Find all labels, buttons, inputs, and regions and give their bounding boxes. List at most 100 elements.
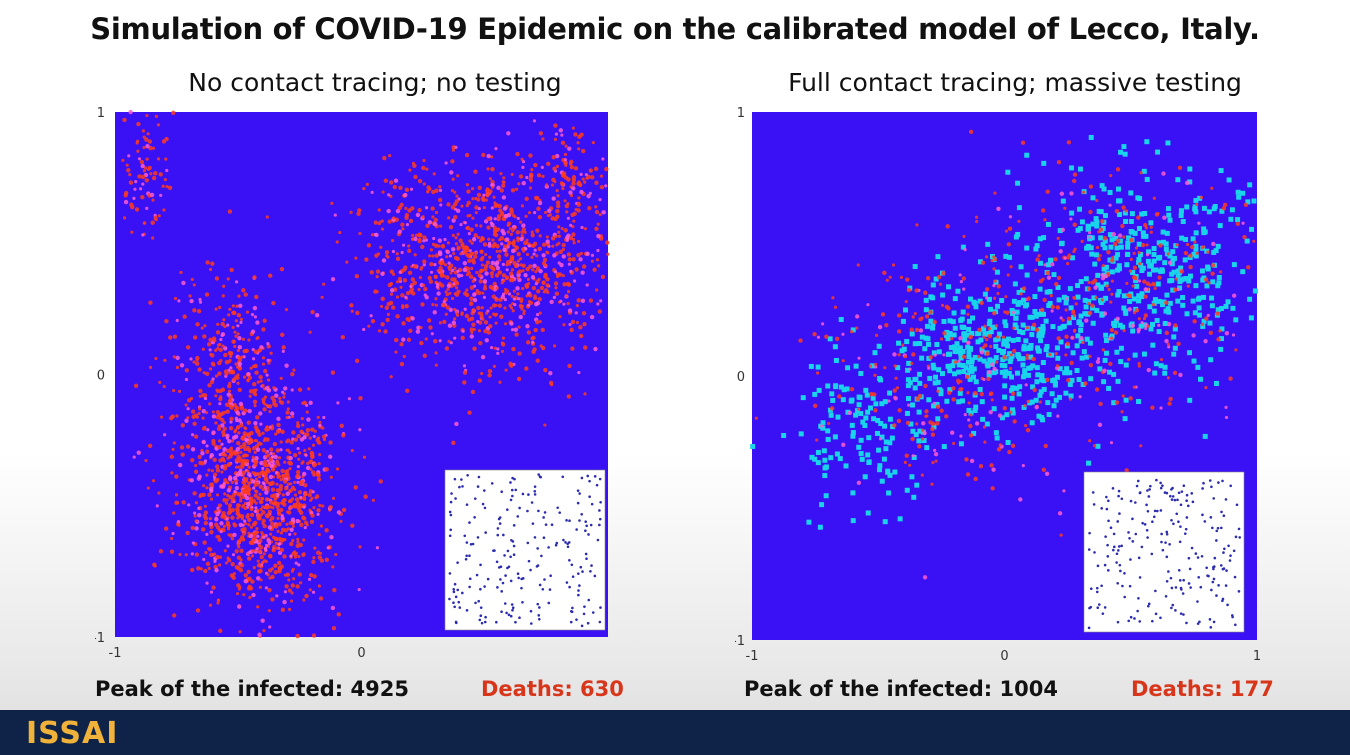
data-point	[990, 398, 994, 402]
data-point	[494, 227, 500, 233]
data-point	[151, 175, 157, 181]
inset-point	[449, 500, 453, 504]
inset-point	[1165, 530, 1169, 534]
data-point	[865, 510, 871, 516]
data-point	[298, 482, 303, 487]
data-point	[1175, 298, 1181, 304]
data-point	[407, 244, 411, 248]
data-point	[172, 441, 176, 445]
data-point	[296, 464, 300, 469]
data-point	[1020, 356, 1026, 362]
data-point	[283, 590, 288, 594]
data-point	[994, 324, 998, 328]
data-point	[499, 212, 505, 217]
data-point	[247, 523, 251, 527]
inset-point	[475, 573, 479, 577]
data-point	[1162, 260, 1168, 266]
data-point	[442, 300, 446, 304]
inset-point	[591, 611, 595, 614]
data-point	[262, 523, 267, 529]
data-point	[571, 175, 577, 180]
data-point	[212, 457, 217, 462]
data-point	[493, 203, 498, 209]
data-point	[253, 493, 258, 498]
data-point	[410, 237, 415, 241]
data-point	[979, 350, 985, 355]
data-point	[255, 547, 259, 551]
data-point	[516, 276, 520, 280]
data-point	[912, 263, 918, 269]
inset-point	[1129, 499, 1133, 503]
data-point	[161, 184, 165, 188]
data-point	[1041, 386, 1047, 392]
data-point	[872, 350, 878, 356]
inset-point	[580, 512, 583, 516]
inset-point	[507, 613, 511, 617]
data-point	[1149, 225, 1153, 229]
data-point	[276, 508, 280, 512]
inset-point	[575, 618, 578, 621]
data-point	[235, 304, 239, 308]
data-point	[1103, 281, 1109, 287]
data-point	[274, 536, 279, 542]
data-point	[201, 439, 206, 445]
data-point	[878, 421, 884, 427]
inset-point	[596, 538, 600, 542]
data-point	[1017, 384, 1023, 390]
data-point	[1034, 379, 1040, 385]
data-point	[1096, 357, 1101, 361]
data-point	[909, 474, 915, 480]
data-point	[399, 361, 405, 367]
data-point	[562, 302, 566, 306]
data-point	[1005, 439, 1011, 445]
data-point	[576, 141, 580, 145]
data-point	[1178, 208, 1184, 214]
data-point	[280, 332, 285, 338]
data-point	[1018, 264, 1024, 270]
data-point	[234, 319, 238, 323]
data-point	[487, 373, 492, 378]
data-point	[311, 443, 316, 447]
data-point	[569, 164, 575, 170]
data-point	[214, 394, 218, 398]
inset-point	[1238, 536, 1241, 539]
data-point	[215, 388, 219, 392]
data-point	[985, 363, 991, 369]
data-point	[1069, 360, 1074, 366]
data-point	[546, 208, 552, 214]
inset-point	[565, 581, 569, 584]
inset-point	[1161, 548, 1165, 552]
data-point	[1210, 271, 1215, 276]
data-point	[217, 445, 222, 450]
data-point	[271, 548, 276, 553]
data-point	[978, 464, 984, 469]
data-point	[1217, 223, 1223, 229]
data-point	[1110, 336, 1114, 340]
data-point	[1195, 251, 1199, 255]
inset-point	[1148, 488, 1151, 491]
data-point	[1107, 257, 1113, 263]
data-point	[136, 121, 141, 127]
inset-point	[1223, 547, 1226, 551]
data-point	[239, 320, 243, 325]
data-point	[456, 273, 462, 278]
data-point	[543, 272, 548, 278]
data-point	[885, 469, 891, 475]
data-point	[247, 338, 251, 342]
data-point	[401, 227, 405, 231]
data-point	[233, 429, 237, 433]
data-point	[1122, 329, 1126, 333]
data-point	[151, 146, 156, 150]
data-point	[1121, 293, 1127, 299]
data-point	[144, 458, 148, 463]
inset-point	[1171, 486, 1174, 490]
data-point	[1114, 400, 1120, 405]
data-point	[1252, 239, 1256, 243]
inset-point	[598, 477, 602, 481]
data-point	[509, 232, 513, 237]
data-point	[944, 398, 950, 404]
data-point	[1093, 216, 1099, 222]
data-point	[253, 450, 257, 454]
data-point	[1204, 316, 1209, 321]
data-point	[1197, 195, 1203, 201]
